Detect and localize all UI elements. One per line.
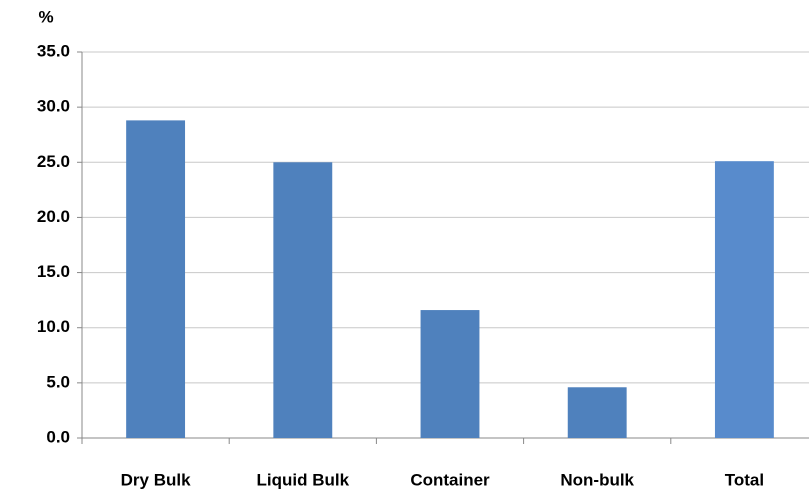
bar [273,162,333,439]
x-tick-label: Liquid Bulk [257,470,350,489]
bar [126,120,186,439]
y-tick-label: 0.0 [46,427,70,446]
y-tick-label: 30.0 [37,97,70,116]
y-tick-label: 35.0 [37,41,70,60]
x-tick-label: Dry Bulk [121,470,191,489]
bar [420,310,480,438]
x-tick-label: Non-bulk [560,470,634,489]
y-tick-label: 15.0 [37,262,70,281]
y-tick-label: 5.0 [46,372,70,391]
y-tick-label: 25.0 [37,152,70,171]
y-tick-label: 20.0 [37,207,70,226]
bar [714,161,774,438]
bar [567,387,627,438]
x-tick-label: Total [725,470,764,489]
y-tick-label: 10.0 [37,317,70,336]
x-tick-label: Container [410,470,490,489]
y-axis-label: % [38,7,53,26]
